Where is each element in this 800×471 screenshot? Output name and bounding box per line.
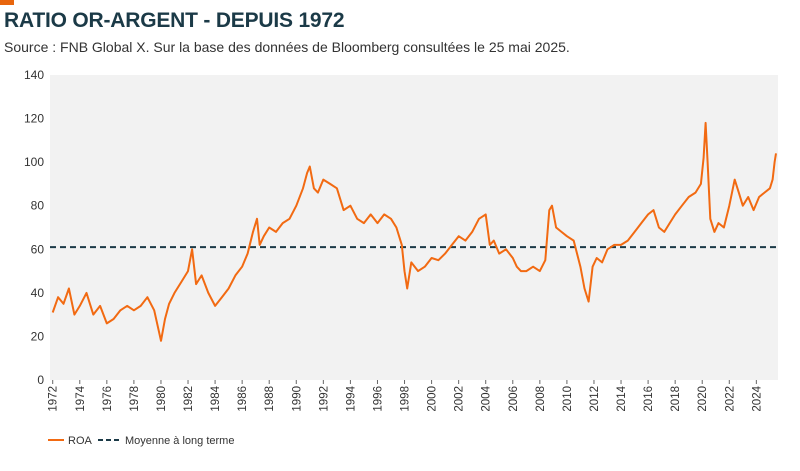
x-tick-label: 1974 — [75, 385, 87, 411]
x-tick-label: 1980 — [156, 386, 168, 412]
x-tick-label: 1982 — [183, 386, 195, 412]
chart-title: RATIO OR-ARGENT - DEPUIS 1972 — [4, 9, 345, 32]
x-tick-label: 2020 — [697, 386, 709, 412]
x-tick-label: 2004 — [481, 385, 493, 411]
y-tick-label: 60 — [31, 242, 45, 256]
x-tick-label: 1986 — [237, 386, 249, 412]
x-tick-label: 2012 — [589, 386, 601, 412]
x-tick-label: 2000 — [427, 386, 439, 412]
y-tick-label: 80 — [31, 199, 45, 213]
x-tick-label: 2002 — [454, 386, 466, 412]
x-tick-label: 2008 — [535, 386, 547, 412]
x-tick-label: 1992 — [318, 386, 330, 412]
x-tick-label: 2024 — [751, 385, 763, 411]
brand-accent-bar — [0, 0, 14, 5]
x-tick-label: 2018 — [670, 386, 682, 412]
x-tick-label: 1988 — [264, 386, 276, 412]
y-tick-label: 140 — [24, 68, 44, 82]
y-axis: 0 20 40 60 80 100 120 140 — [24, 68, 44, 387]
x-tick-label: 1990 — [291, 386, 303, 412]
x-tick-label: 2010 — [562, 386, 574, 412]
x-tick-label: 1972 — [48, 386, 60, 412]
x-tick-label: 1978 — [129, 386, 141, 412]
y-tick-label: 120 — [24, 112, 44, 126]
x-tick-label: 1998 — [400, 386, 412, 412]
x-tick-label: 2016 — [643, 386, 655, 412]
x-tick-label: 2022 — [724, 386, 736, 412]
x-tick-label: 2014 — [616, 385, 628, 411]
y-tick-label: 0 — [37, 373, 44, 387]
x-tick-label: 2006 — [508, 386, 520, 412]
x-tick-label: 1994 — [345, 385, 357, 411]
roa-series-line — [51, 121, 777, 342]
y-tick-label: 100 — [24, 155, 44, 169]
y-tick-label: 20 — [31, 329, 45, 343]
x-tick-label: 1984 — [210, 385, 222, 411]
legend-roa-label: ROA — [68, 435, 93, 447]
x-axis: 1972 1974 1976 1978 1980 1982 1984 1986 1988 1990… — [48, 380, 763, 412]
x-tick-label: 1976 — [102, 386, 114, 412]
plot-area — [50, 75, 778, 380]
legend: ROA Moyenne à long terme — [48, 435, 234, 447]
chart-source-note: Source : FNB Global X. Sur la base des d… — [4, 39, 570, 55]
x-tick-label: 1996 — [372, 386, 384, 412]
y-tick-label: 40 — [31, 286, 45, 300]
legend-mean-label: Moyenne à long terme — [125, 435, 234, 447]
